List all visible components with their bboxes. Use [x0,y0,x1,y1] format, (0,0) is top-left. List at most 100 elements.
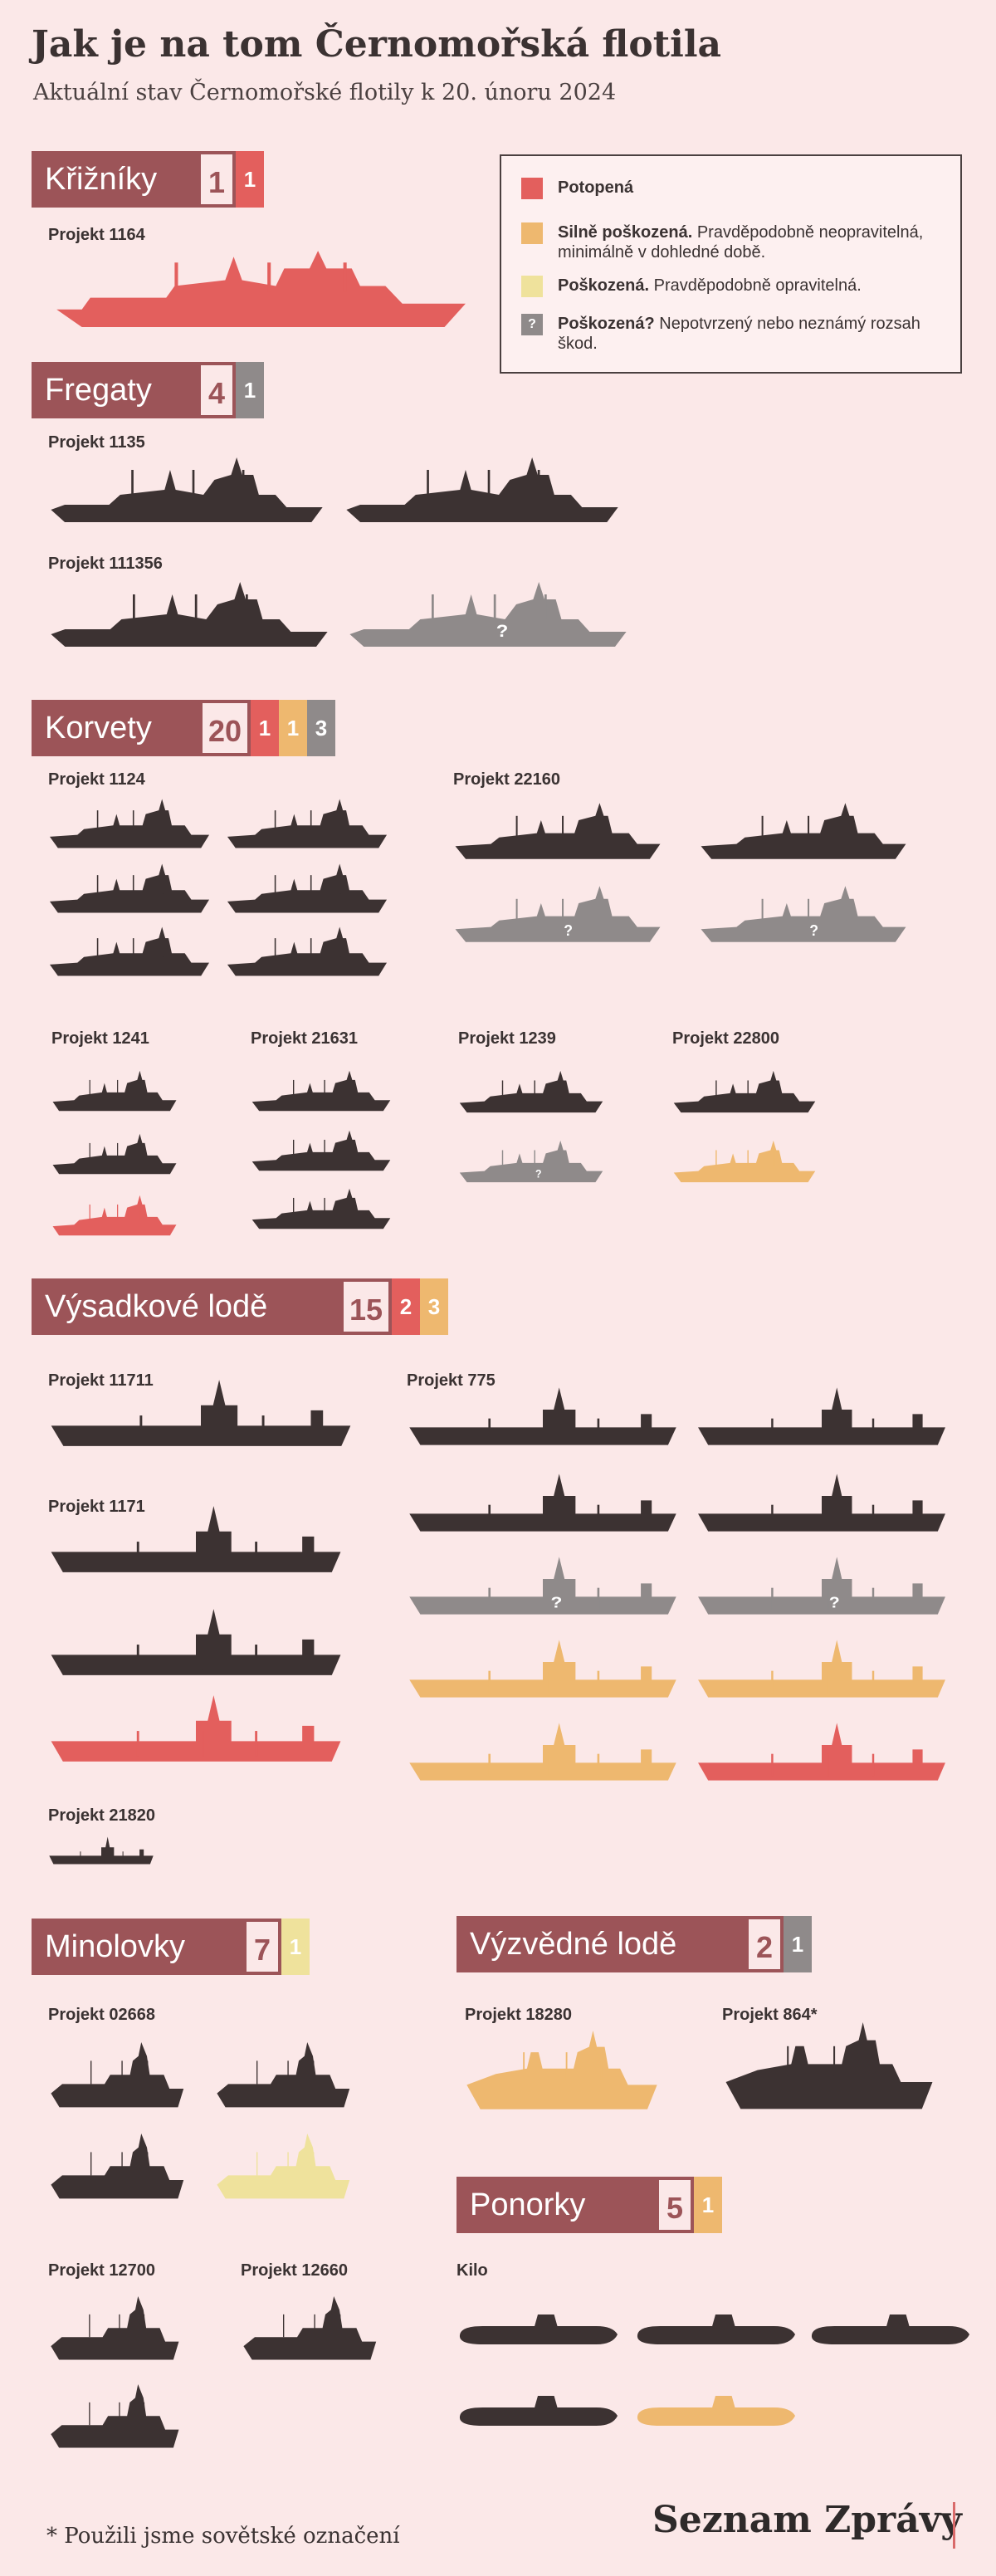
ship-mast-shape [827,1418,829,1441]
ship-mast-shape [872,1418,875,1441]
ship-mast-shape [597,1587,600,1611]
ship-mast-shape [139,1079,141,1096]
section-header-recon: Výzvědné lodě 2 1 [456,1916,812,1972]
ship-p775-ok [698,1387,945,1445]
legend-box: Potopená Silně poškozená. Pravděpodobně … [500,154,962,374]
ship-p775-unknown: ? [409,1557,676,1615]
ship-hull-shape [349,582,627,647]
ship-hull-shape [698,1640,945,1698]
ship-p1171-ok [51,1506,341,1572]
ship-mast-shape [537,470,540,495]
ship-mast-shape [136,1645,139,1670]
total-count-badge: 5 [656,2177,694,2233]
project-label-11711: Projekt 11711 [48,1371,154,1390]
ship-mast-shape [562,898,564,921]
ship-hull-shape [217,2042,350,2108]
ship-mast-shape [293,1139,295,1156]
ship-p111356-ok [51,582,328,647]
ship-hull-shape [637,2314,796,2344]
project-label-1135: Projekt 1135 [48,433,145,452]
ship-mast-shape [139,1204,141,1220]
project-label-02668: Projekt 02668 [48,2006,155,2024]
ship-hull-shape [56,251,466,327]
ship-mast-shape [162,875,164,894]
ship-hull-shape [227,863,388,913]
ship-mast-shape [324,1079,325,1096]
total-count-badge: 4 [198,362,236,418]
ship-hull-shape [49,1836,154,1865]
ship-mast-shape [771,1587,774,1611]
ship-mast-shape [562,815,564,838]
project-label-1124: Projekt 1124 [48,770,145,789]
ship-p02668-damaged [217,2134,350,2199]
ship-p1241-sunk [52,1195,177,1236]
ship-mast-shape [131,470,134,495]
ship-mast-shape [122,1851,124,1862]
page-subtitle: Aktuální stav Černomořské flotily k 20. … [33,80,617,105]
ship-mast-shape [827,1670,829,1694]
ship-mast-shape [132,938,134,957]
ship-mast-shape [136,1542,139,1567]
ship-mast-shape [121,2060,123,2085]
project-label-1171: Projekt 1171 [48,1498,145,1516]
ship-hull-shape [51,1695,341,1762]
ship-mast-shape [548,1504,551,1528]
total-count-badge: 2 [745,1916,784,1972]
section-title: Výzvědné lodě [456,1916,745,1972]
ship-mast-shape [787,2046,789,2076]
section-title: Fregaty [32,362,198,418]
ship-p1239-ok [459,1070,603,1113]
ship-mast-shape [488,1587,491,1611]
ship-mast-shape [293,1197,295,1214]
ship-p1135-ok [51,457,323,522]
project-label-1164: Projekt 1164 [48,226,145,244]
ship-hull-shape [49,799,210,848]
ship-mast-shape [117,1142,119,1159]
ship-p02668-ok [51,2042,184,2108]
ship-mast-shape [597,1504,600,1528]
ship-mast-shape [548,1753,551,1777]
ship-hull-shape [51,582,328,647]
ship-mast-shape [515,815,518,838]
ship-p22160-unknown: ? [701,886,906,942]
ship-mast-shape [310,810,312,829]
section-header-cruisers: Křižníky 1 1 [32,151,264,208]
heavy-count-badge: 1 [279,700,307,756]
ship-mast-shape [242,470,245,495]
ship-mast-shape [771,1418,774,1441]
unknown-damage-mark: ? [550,1595,562,1612]
ship-mast-shape [845,898,847,921]
ship-mast-shape [324,1139,325,1156]
ship-hull-shape [51,1380,351,1446]
project-label-kilo: Kilo [456,2261,488,2280]
ship-p22160-ok [701,803,906,859]
project-label-21631: Projekt 21631 [251,1029,358,1048]
ship-hull-shape [243,2296,377,2360]
ship-mast-shape [261,1415,265,1441]
ship-mast-shape [119,2314,120,2338]
ship-hull-shape [673,1070,816,1113]
ship-mast-shape [80,1851,81,1862]
ship-mast-shape [761,815,764,838]
ship-mast-shape [90,2060,92,2085]
ship-hull-shape [409,1640,676,1698]
ship-hull-shape [251,1070,391,1112]
ship-mast-shape [715,1080,717,1097]
unknown-damage-mark: ? [564,922,573,939]
project-label-18280: Projekt 18280 [465,2006,572,2024]
ship-mast-shape [324,1197,325,1214]
ship-mast-shape [314,2314,315,2338]
section-header-landing: Výsadkové lodě 15 2 3 [32,1278,448,1335]
ship-mast-shape [560,1150,562,1166]
project-label-22800: Projekt 22800 [672,1029,779,1048]
ship-mast-shape [599,815,602,838]
ship-mast-shape [96,875,99,894]
ship-p111356-unknown: ? [349,582,627,647]
ship-mast-shape [96,938,99,957]
sunk-count-badge: 1 [236,151,264,208]
ship-hull-shape [51,457,323,522]
ship-p1124-ok [227,863,388,913]
ship-mast-shape [274,875,276,894]
ship-mast-shape [313,2060,315,2085]
ship-mast-shape [515,898,518,921]
